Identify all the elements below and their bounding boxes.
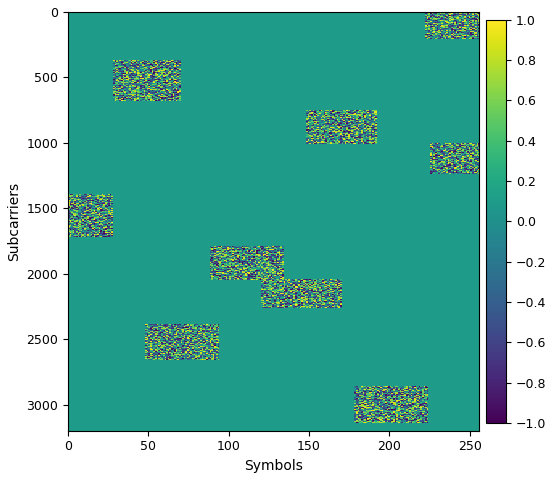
Y-axis label: Subcarriers: Subcarriers: [7, 182, 21, 261]
X-axis label: Symbols: Symbols: [245, 459, 303, 473]
